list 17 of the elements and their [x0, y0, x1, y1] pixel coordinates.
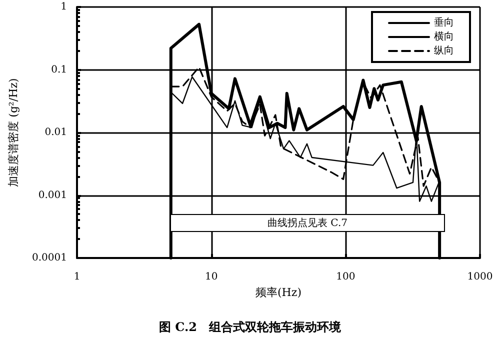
- x-axis-title: 频率(Hz): [256, 286, 302, 299]
- y-axis-title: 加速度谱密度 (g²/Hz): [7, 78, 20, 187]
- y-tick-label: 0.001: [38, 190, 67, 201]
- legend-label: 纵向: [434, 44, 454, 56]
- x-tick-label: 100: [336, 272, 356, 282]
- y-tick-label: 1: [60, 2, 67, 12]
- annotation: 曲线拐点见表 C.7: [267, 216, 348, 230]
- legend-label: 垂向: [434, 16, 454, 28]
- x-tick-label: 1000: [467, 272, 493, 282]
- note-box: 曲线拐点见表 C.7: [170, 214, 445, 232]
- x-tick-label: 10: [204, 272, 218, 282]
- y-tick-label: 0.01: [44, 127, 67, 138]
- legend-label: 横向: [434, 30, 454, 42]
- x-tick-label: 1: [74, 272, 80, 282]
- y-tick-label: 0.0001: [32, 252, 67, 264]
- text: 图 C.2 组合式双轮拖车振动环境: [158, 320, 342, 334]
- y-tick-label: 0.1: [51, 64, 67, 76]
